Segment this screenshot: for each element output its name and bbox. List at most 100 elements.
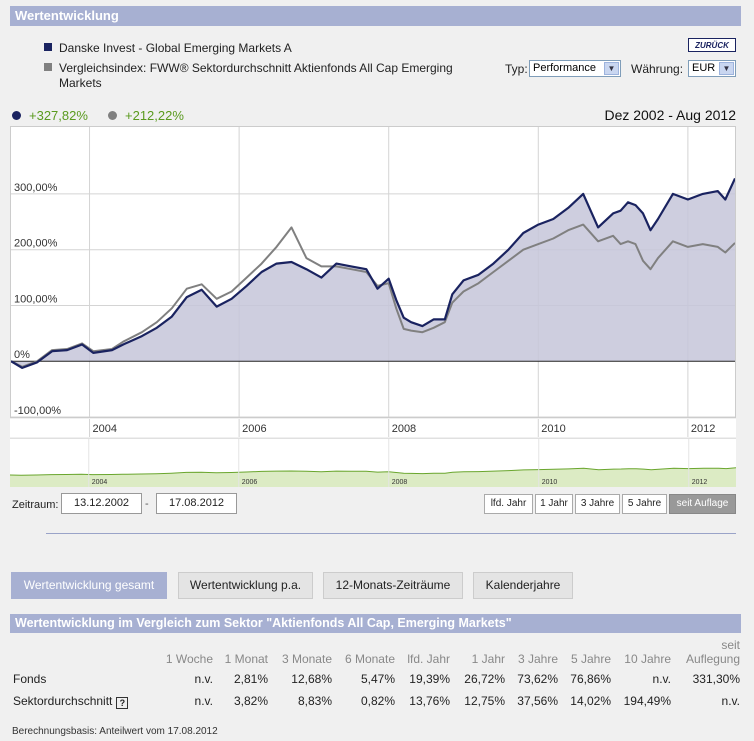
divider [46, 533, 736, 534]
overview-tick-label: 2010 [542, 479, 558, 486]
col-header-6-monate: 6 Monate [344, 652, 395, 666]
x-tick-label: 2010 [541, 423, 565, 435]
zeitraum-label: Zeitraum: [12, 499, 59, 511]
section-header: Wertentwicklung [10, 6, 741, 26]
col-header-seit: seit [721, 638, 740, 652]
currency-label: Währung: [631, 62, 684, 76]
table-row-fonds: Fonds n.v. 2,81% 12,68% 5,47% 19,39% 26,… [12, 668, 741, 690]
x-axis: 2004 2006 2008 2010 2012 [10, 419, 736, 437]
period-button-5-jahre[interactable]: 5 Jahre [622, 494, 667, 514]
y-tick-label: 300,00% [14, 182, 58, 194]
y-tick-label: 100,00% [14, 293, 58, 305]
x-tick-label: 2004 [93, 423, 117, 435]
footer-note: Berechnungsbasis: Anteilwert vom 17.08.2… [12, 726, 218, 737]
table-cell: n.v. [721, 694, 740, 708]
y-tick-label: 0% [14, 349, 30, 361]
period-button-lfd-jahr[interactable]: lfd. Jahr [484, 494, 533, 514]
y-tick-label: 200,00% [14, 238, 58, 250]
section-title: Wertentwicklung [15, 8, 119, 23]
date-from-input[interactable]: 13.12.2002 [61, 493, 142, 514]
period-button-3-jahre[interactable]: 3 Jahre [575, 494, 620, 514]
table-header: Wertentwicklung im Vergleich zum Sektor … [10, 614, 741, 633]
table-row-sektordurchschnitt: Sektordurchschnitt? n.v. 3,82% 8,83% 0,8… [12, 690, 741, 712]
fund-area [11, 178, 735, 368]
period-button-1-jahr[interactable]: 1 Jahr [535, 494, 573, 514]
overview-tick-label: 2008 [392, 479, 408, 486]
overview-navigator[interactable]: 2004 2006 2008 2010 2012 [9, 438, 737, 487]
legend-fund-label: Danske Invest - Global Emerging Markets … [59, 41, 292, 55]
index-performance-value: +212,22% [125, 108, 184, 123]
tab-12-monats-zeitraeume[interactable]: 12-Monats-Zeiträume [323, 572, 463, 599]
table-cell: 13,76% [409, 694, 450, 708]
row-label-text: Sektordurchschnitt [13, 693, 113, 708]
performance-table: 1 Woche 1 Monat 3 Monate 6 Monate lfd. J… [12, 636, 741, 712]
overview-area [10, 467, 736, 487]
col-header-1-woche: 1 Woche [165, 652, 213, 666]
type-label: Typ: [505, 62, 528, 76]
tab-wertentwicklung-pa[interactable]: Wertentwicklung p.a. [178, 572, 313, 599]
table-cell: 12,75% [464, 694, 505, 708]
col-header-auflegung: Auflegung [685, 652, 740, 666]
legend-index-label-2: Markets [59, 76, 102, 90]
col-header-lfd-jahr: lfd. Jahr [407, 652, 450, 666]
date-range: Dez 2002 - Aug 2012 [604, 107, 736, 123]
x-tick-label: 2008 [392, 423, 416, 435]
legend-index-label: Vergleichsindex: FWW® Sektordurchschnitt… [59, 61, 453, 75]
col-header [12, 636, 140, 668]
col-header-1-jahr: 1 Jahr [471, 652, 505, 666]
x-tick-label: 2006 [242, 423, 266, 435]
col-header-5-jahre: 5 Jahre [570, 652, 611, 666]
table-cell: 331,30% [692, 672, 740, 686]
back-button[interactable]: ZURÜCK [688, 38, 736, 52]
period-button-seit-auflage[interactable]: seit Auflage [669, 494, 736, 514]
table-cell: 76,86% [570, 672, 611, 686]
currency-select[interactable]: EUR ▼ [688, 60, 736, 77]
table-cell: 0,82% [360, 694, 395, 708]
table-title: Wertentwicklung im Vergleich zum Sektor … [15, 616, 512, 630]
col-header-10-jahre: 10 Jahre [624, 652, 671, 666]
table-cell: 37,56% [517, 694, 558, 708]
table-cell: n.v. [194, 672, 213, 686]
col-header-3-monate: 3 Monate [281, 652, 332, 666]
chevron-down-icon: ▼ [604, 62, 619, 75]
overview-svg: 2004 2006 2008 2010 2012 [9, 439, 737, 487]
tab-wertentwicklung-gesamt[interactable]: Wertentwicklung gesamt [11, 572, 167, 599]
help-icon[interactable]: ? [116, 696, 129, 709]
table-cell: 26,72% [464, 672, 505, 686]
table-cell: 8,83% [297, 694, 332, 708]
table-cell: 12,68% [291, 672, 332, 686]
col-header-3-jahre: 3 Jahre [517, 652, 558, 666]
table-cell: 194,49% [623, 694, 671, 708]
y-tick-label: -100,00% [14, 405, 61, 417]
fund-dot-icon [12, 111, 21, 120]
table-cell: 3,82% [233, 694, 268, 708]
row-label-sektordurchschnitt: Sektordurchschnitt? [12, 690, 140, 712]
overview-tick-label: 2012 [692, 479, 708, 486]
tab-kalenderjahre[interactable]: Kalenderjahre [473, 572, 573, 599]
overview-tick-label: 2006 [242, 479, 258, 486]
table-cell: 2,81% [233, 672, 268, 686]
col-header-1-monat: 1 Monat [224, 652, 268, 666]
col-header-seit-auflegung: seit Auflegung [672, 636, 741, 668]
x-axis-svg: 2004 2006 2008 2010 2012 [89, 419, 715, 437]
currency-select-value: EUR [692, 62, 716, 74]
type-select[interactable]: Performance ▼ [529, 60, 621, 77]
legend-fund: Danske Invest - Global Emerging Markets … [44, 41, 292, 55]
table-cell: n.v. [652, 672, 671, 686]
x-tick-label: 2012 [691, 423, 715, 435]
index-series-line [10, 223, 736, 368]
fund-performance: +327,82% [12, 108, 88, 123]
table-cell: n.v. [194, 694, 213, 708]
table-header-row: 1 Woche 1 Monat 3 Monate 6 Monate lfd. J… [12, 636, 741, 668]
index-performance: +212,22% [108, 108, 184, 123]
index-dot-icon [108, 111, 117, 120]
overview-tick-label: 2004 [92, 479, 108, 486]
table-cell: 19,39% [409, 672, 450, 686]
fund-square-icon [44, 43, 52, 51]
table-cell: 73,62% [517, 672, 558, 686]
main-chart-svg: -100,00% 0% 100,00% 200,00% 300,00% [10, 127, 736, 418]
date-to-input[interactable]: 17.08.2012 [156, 493, 237, 514]
date-dash: - [145, 498, 149, 510]
chevron-down-icon: ▼ [719, 62, 734, 75]
main-chart[interactable]: -100,00% 0% 100,00% 200,00% 300,00% [10, 126, 736, 418]
